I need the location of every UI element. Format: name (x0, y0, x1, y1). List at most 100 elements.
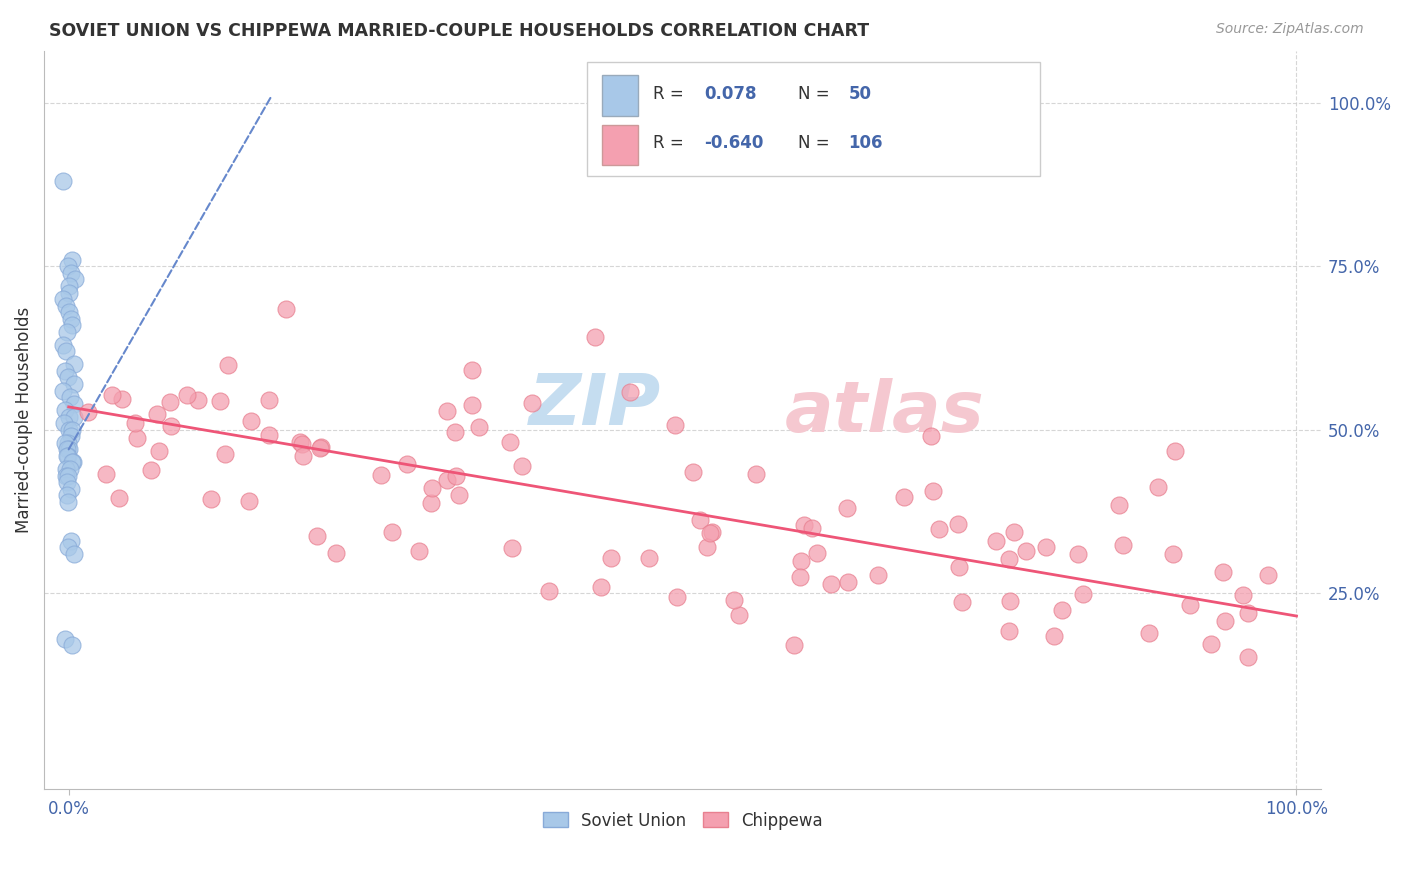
Y-axis label: Married-couple Households: Married-couple Households (15, 307, 32, 533)
Point (62, 358, 84, 372)
Point (58, 305, 80, 319)
Point (200, 491, 222, 506)
Point (59, 390, 82, 404)
Point (125, 431, 148, 445)
Point (76, 405, 98, 419)
Point (60, 455, 83, 469)
FancyBboxPatch shape (602, 75, 638, 116)
Point (52, 338, 75, 352)
Point (420, 496, 443, 510)
Legend: Soviet Union, Chippewa: Soviet Union, Chippewa (536, 805, 830, 837)
Point (55, 468, 77, 483)
Point (619, 385, 641, 400)
Text: 50: 50 (849, 85, 872, 103)
Point (53, 632, 76, 646)
Point (53, 364, 76, 378)
Point (276, 302, 298, 317)
Point (1146, 480, 1168, 494)
Point (58, 462, 80, 476)
Point (59, 429, 82, 443)
Point (56, 468, 79, 483)
Point (449, 488, 471, 502)
Point (1050, 603, 1073, 617)
Point (62, 409, 84, 424)
Point (56, 370, 79, 384)
Point (444, 468, 467, 483)
Point (56, 475, 79, 489)
Point (461, 362, 484, 376)
Point (835, 500, 858, 515)
Point (1137, 626, 1160, 640)
Text: atlas: atlas (785, 378, 984, 447)
Text: R =: R = (654, 134, 689, 152)
Point (1067, 547, 1090, 561)
Point (238, 493, 260, 508)
Point (60, 423, 83, 437)
Point (837, 575, 859, 590)
Text: -0.640: -0.640 (704, 134, 763, 152)
Point (176, 387, 198, 401)
Point (53, 416, 76, 430)
Point (60, 318, 83, 333)
Point (520, 396, 543, 410)
Text: ZIP: ZIP (529, 371, 662, 440)
Point (58, 435, 80, 450)
Point (583, 330, 606, 344)
Point (664, 417, 686, 432)
Point (1213, 615, 1236, 629)
Point (381, 525, 404, 540)
Point (820, 577, 842, 591)
Point (998, 594, 1021, 608)
Point (55, 344, 77, 359)
Point (239, 414, 262, 428)
Point (1042, 629, 1064, 643)
FancyBboxPatch shape (602, 125, 638, 165)
Point (789, 570, 811, 584)
Text: N =: N = (797, 134, 834, 152)
Point (1071, 587, 1094, 601)
Point (55, 462, 77, 476)
Point (217, 358, 239, 372)
Point (56, 488, 79, 502)
Point (159, 394, 181, 409)
Point (94, 467, 117, 482)
Point (921, 429, 943, 443)
Point (257, 428, 280, 442)
Point (599, 551, 621, 566)
Point (1164, 444, 1187, 458)
Text: N =: N = (797, 85, 834, 103)
Point (124, 416, 146, 430)
Point (783, 638, 806, 652)
Point (589, 580, 612, 594)
Point (1212, 565, 1234, 579)
Point (396, 457, 419, 471)
Point (444, 425, 467, 439)
Point (499, 435, 522, 450)
Point (948, 560, 970, 574)
Point (139, 463, 162, 477)
Point (702, 524, 724, 539)
Point (408, 544, 430, 558)
Point (468, 419, 491, 434)
Point (58, 409, 80, 424)
Point (1112, 538, 1135, 552)
Point (946, 516, 969, 531)
Point (723, 593, 745, 607)
Point (745, 467, 768, 481)
Text: R =: R = (654, 85, 689, 103)
Point (58, 423, 80, 437)
Point (986, 534, 1008, 549)
Point (53, 435, 76, 450)
Point (928, 522, 950, 536)
Point (56, 442, 79, 457)
Point (56, 325, 79, 339)
Point (436, 404, 458, 418)
Point (62, 455, 84, 469)
Point (214, 446, 236, 460)
Point (52, 174, 75, 188)
Point (291, 437, 314, 451)
Text: Source: ZipAtlas.com: Source: ZipAtlas.com (1216, 22, 1364, 37)
Point (58, 449, 80, 463)
Point (950, 595, 973, 609)
Point (56, 449, 79, 463)
